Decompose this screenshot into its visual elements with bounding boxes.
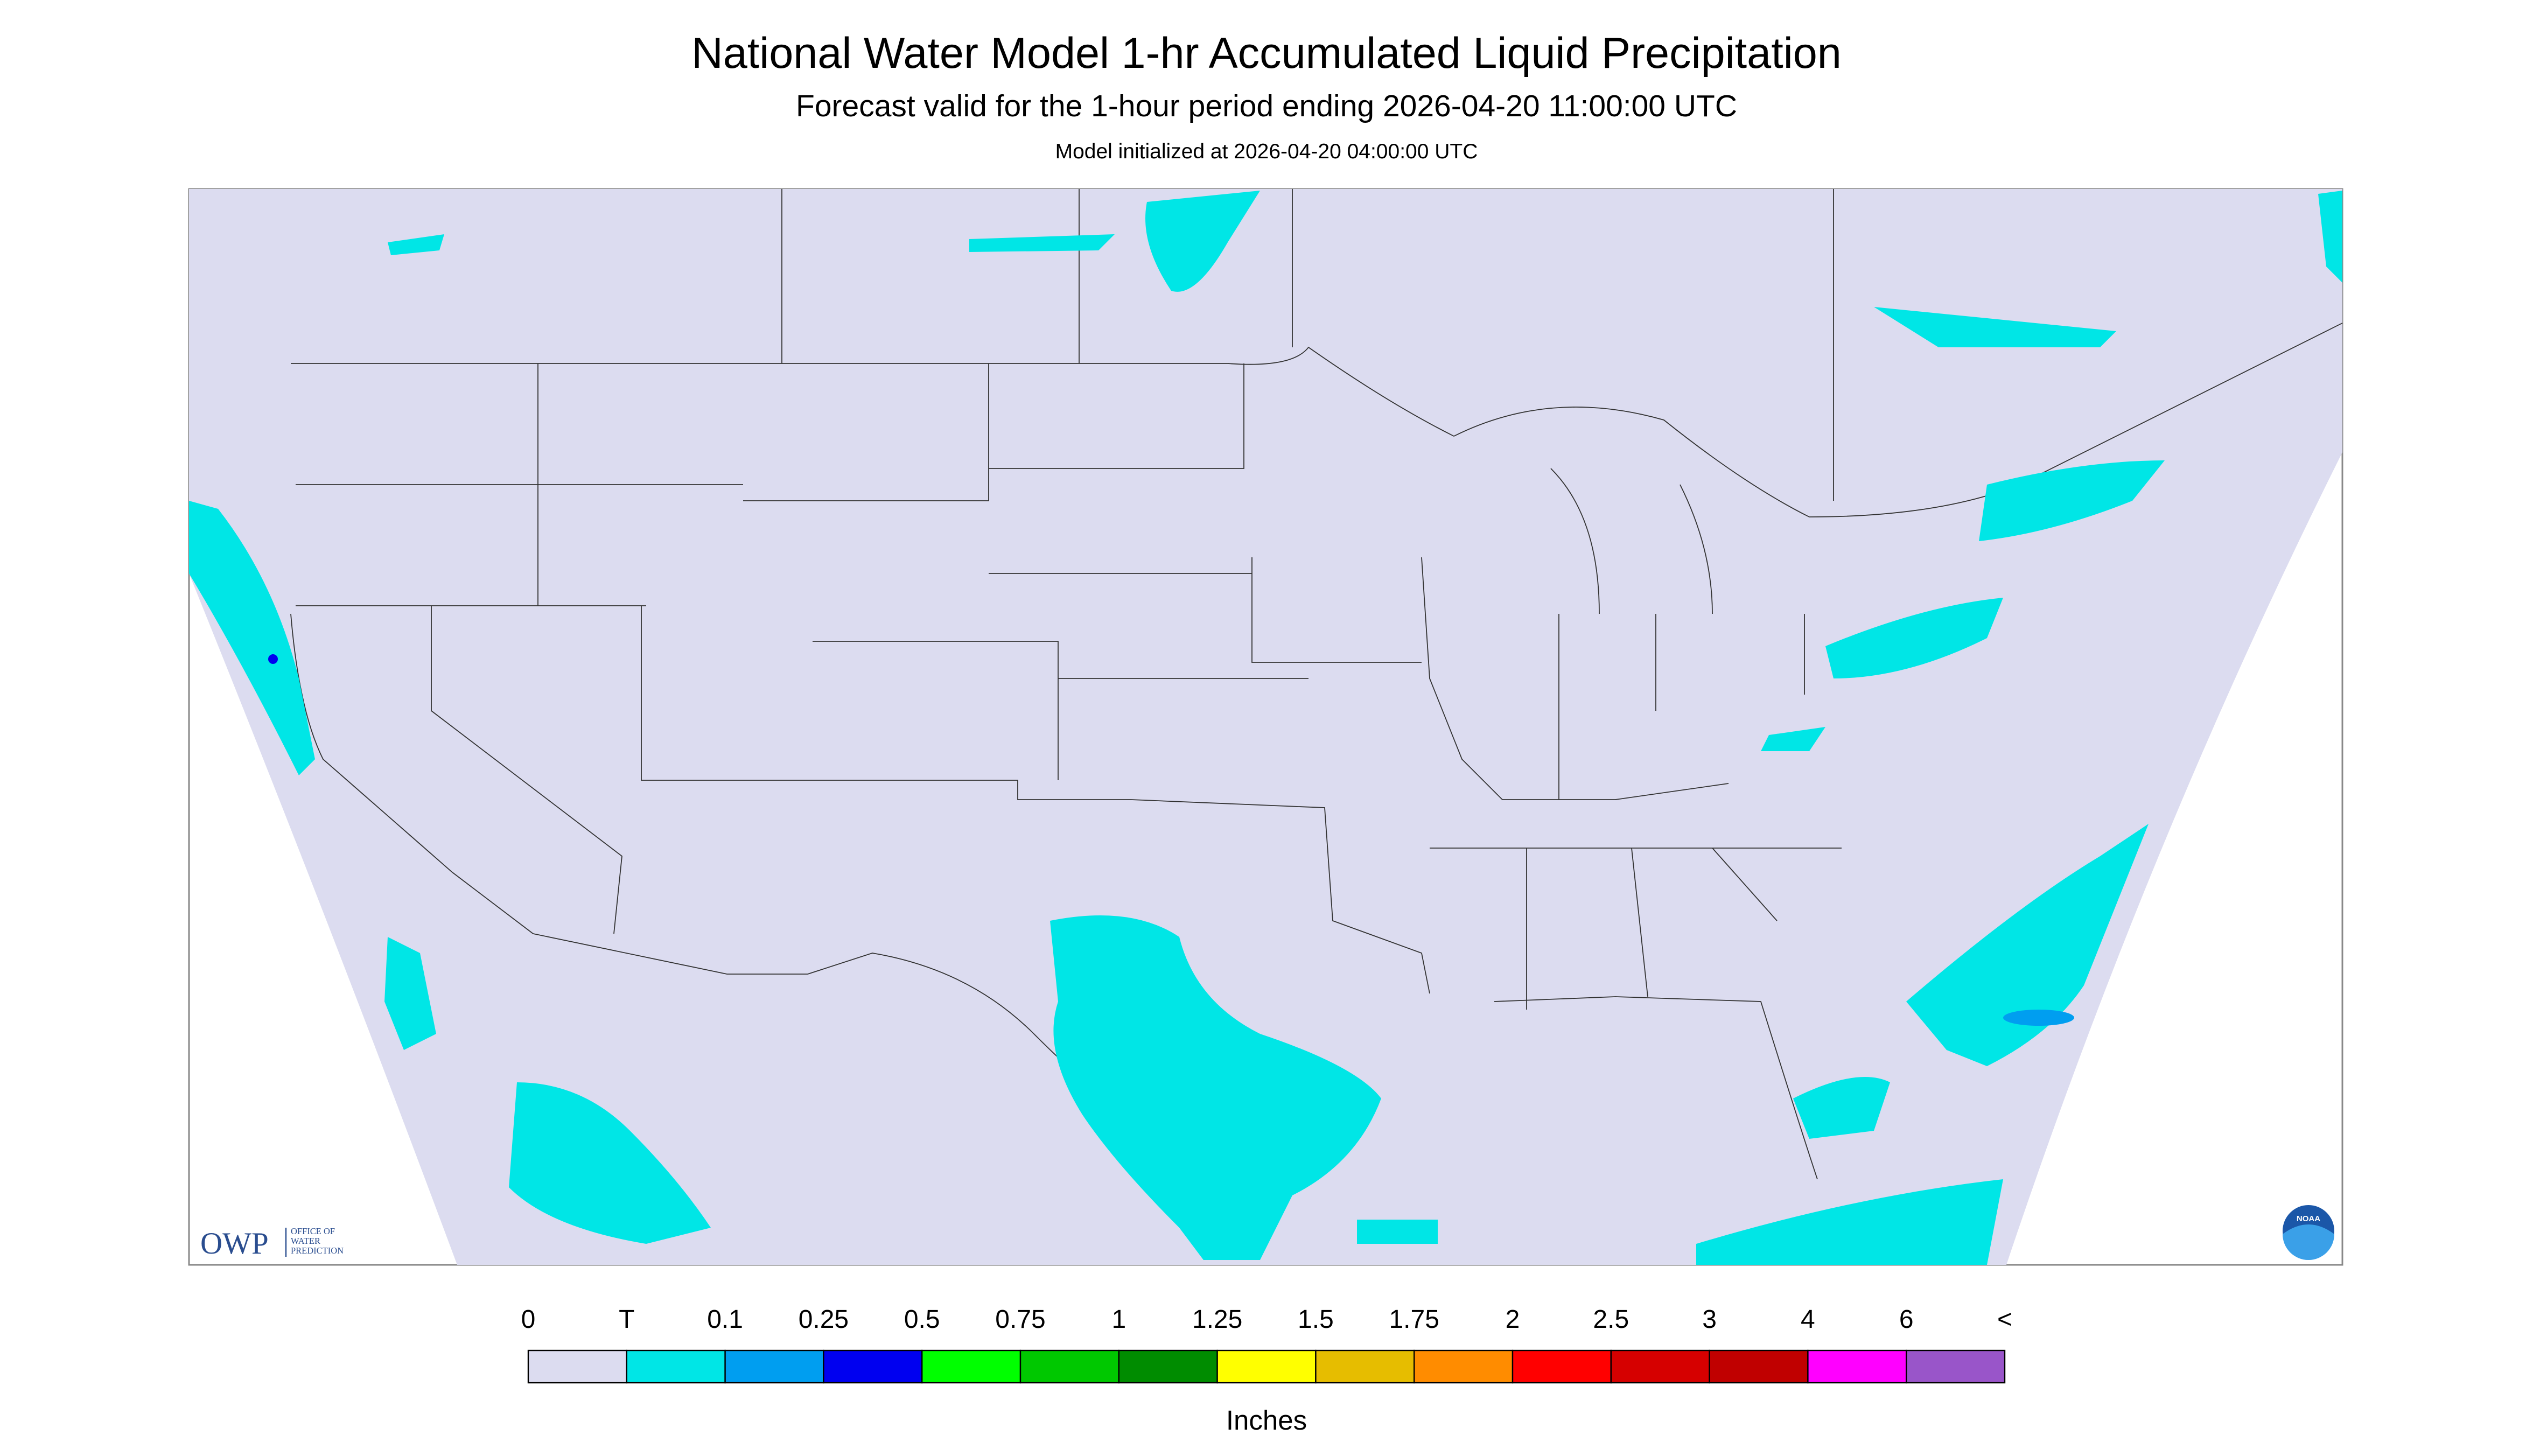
legend-swatch	[1905, 1349, 2006, 1384]
legend: Inches 0 T 0.1 0.25 0.5 0.75 1 1.25 1.5 1.75 2 2.5 3…	[521, 1305, 2012, 1436]
owp-logo-text: OWP	[200, 1227, 269, 1261]
legend-label: 0	[521, 1305, 536, 1334]
legend-swatch	[1216, 1349, 1317, 1384]
legend-label: 6	[1899, 1305, 1914, 1334]
legend-label: 2	[1506, 1305, 1520, 1334]
legend-swatch	[1610, 1349, 1710, 1384]
legend-label: 2.5	[1593, 1305, 1629, 1334]
owp-line: PREDICTION	[291, 1245, 344, 1256]
owp-line: WATER	[291, 1236, 320, 1246]
noaa-logo-text: NOAA	[2297, 1214, 2320, 1223]
noaa-logo: NOAA	[2283, 1205, 2334, 1261]
legend-swatch	[1315, 1349, 1415, 1384]
legend-swatch	[724, 1349, 824, 1384]
legend-swatch	[1512, 1349, 1612, 1384]
legend-label: 1	[1111, 1305, 1126, 1334]
legend-swatch	[527, 1349, 628, 1384]
legend-swatch	[921, 1349, 1021, 1384]
legend-swatch	[626, 1349, 726, 1384]
legend-label: 1.25	[1192, 1305, 1242, 1334]
owp-line: OFFICE OF	[291, 1226, 335, 1236]
legend-label: 0.5	[904, 1305, 940, 1334]
borders	[290, 189, 2343, 1180]
legend-label: 3	[1702, 1305, 1717, 1334]
title: National Water Model 1-hr Accumulated Li…	[691, 29, 1842, 78]
legend-swatch	[1414, 1349, 1514, 1384]
legend-swatch	[1807, 1349, 1907, 1384]
legend-label: T	[619, 1305, 634, 1334]
legend-label: 0.75	[995, 1305, 1045, 1334]
legend-swatch	[1118, 1349, 1218, 1384]
legend-swatch	[1019, 1349, 1120, 1384]
init-time: Model initialized at 2026-04-20 04:00:00…	[1055, 140, 1478, 163]
map: OWP OFFICE OF WATER PREDICTION NOAA	[188, 188, 2343, 1266]
legend-label: 0.25	[799, 1305, 849, 1334]
domain	[189, 189, 2342, 1265]
legend-unit: Inches	[1226, 1405, 1307, 1436]
owp-logo: OWP OFFICE OF WATER PREDICTION	[200, 1226, 344, 1261]
legend-label: 0.1	[707, 1305, 743, 1334]
legend-swatch	[1709, 1349, 1809, 1384]
legend-label: <	[1997, 1305, 2012, 1334]
legend-label: 4	[1801, 1305, 1815, 1334]
subtitle: Forecast valid for the 1-hour period end…	[796, 89, 1737, 123]
legend-label: 1.75	[1389, 1305, 1439, 1334]
legend-swatch	[823, 1349, 923, 1384]
legend-label: 1.5	[1298, 1305, 1334, 1334]
precipitation	[189, 191, 2342, 1265]
